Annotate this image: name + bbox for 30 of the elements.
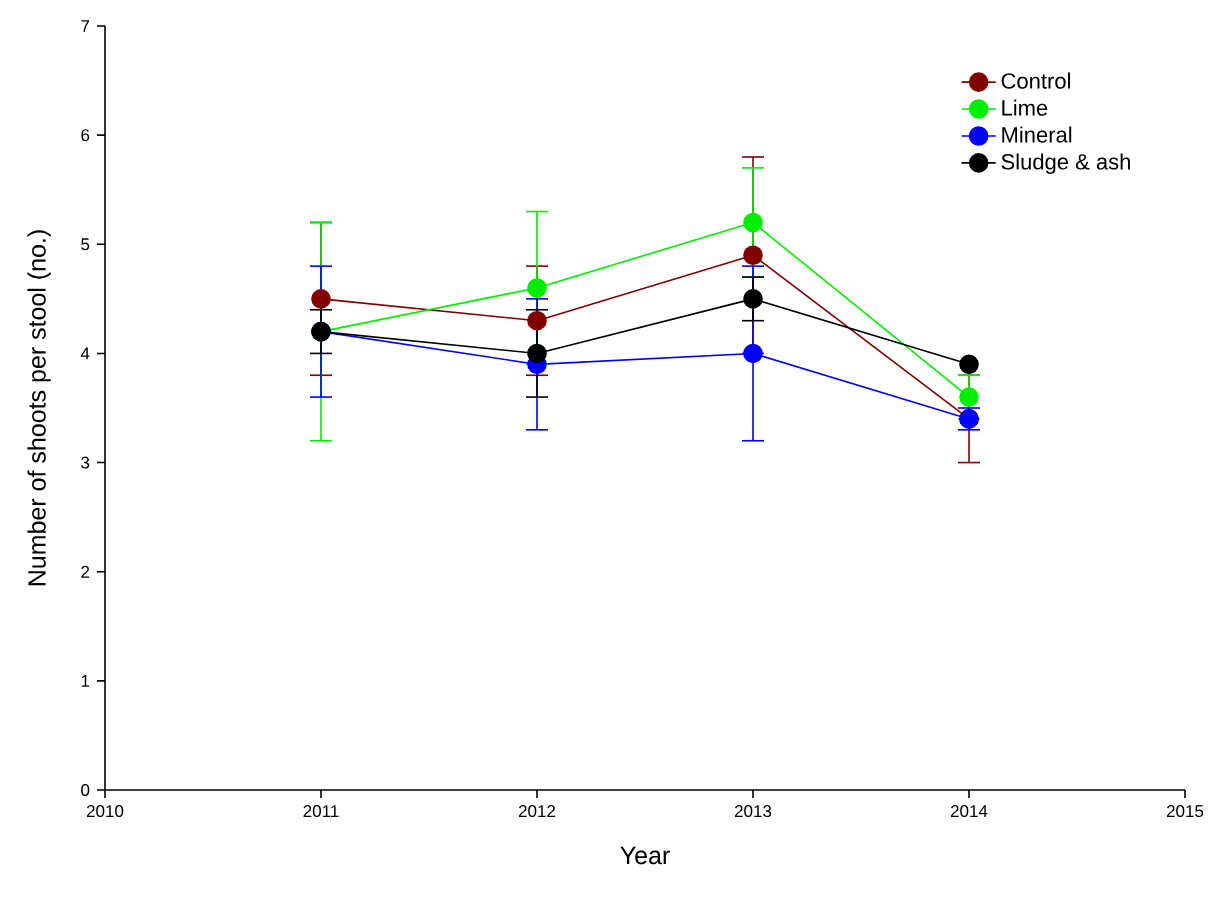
y-tick-label: 5: [81, 238, 90, 251]
point: [743, 245, 763, 266]
legend-label: Mineral: [1002, 126, 1072, 143]
x-tick-label: 2013: [734, 805, 772, 818]
legend-label: Control: [1001, 72, 1070, 89]
x-axis-title: Year: [620, 846, 670, 865]
legend-label: Lime: [1002, 99, 1048, 116]
x-tick-label: 2015: [1166, 805, 1204, 818]
point: [743, 212, 763, 233]
y-tick-label: 4: [80, 347, 90, 360]
legend-label: Sludge & ash: [1001, 153, 1130, 174]
y-tick-label: 2: [81, 565, 90, 578]
point: [959, 354, 979, 375]
point: [527, 343, 547, 364]
y-tick-label: 0: [81, 783, 90, 797]
point: [311, 289, 331, 309]
x-tick-label: 2012: [518, 805, 556, 818]
point: [743, 343, 763, 364]
x-tick-label: 2014: [950, 805, 988, 818]
x-tick-label: 2011: [303, 805, 339, 818]
y-tick-label: 6: [81, 129, 90, 142]
y-axis-title: Number of shoots per stool (no.): [27, 230, 51, 586]
point: [527, 310, 547, 331]
point: [527, 278, 547, 298]
y-tick-label: 3: [81, 456, 90, 469]
x-tick-label: 2010: [86, 805, 124, 818]
y-tick-label: 1: [81, 675, 90, 687]
y-tick-label: 7: [81, 20, 90, 32]
point: [743, 289, 763, 309]
point: [959, 387, 979, 407]
